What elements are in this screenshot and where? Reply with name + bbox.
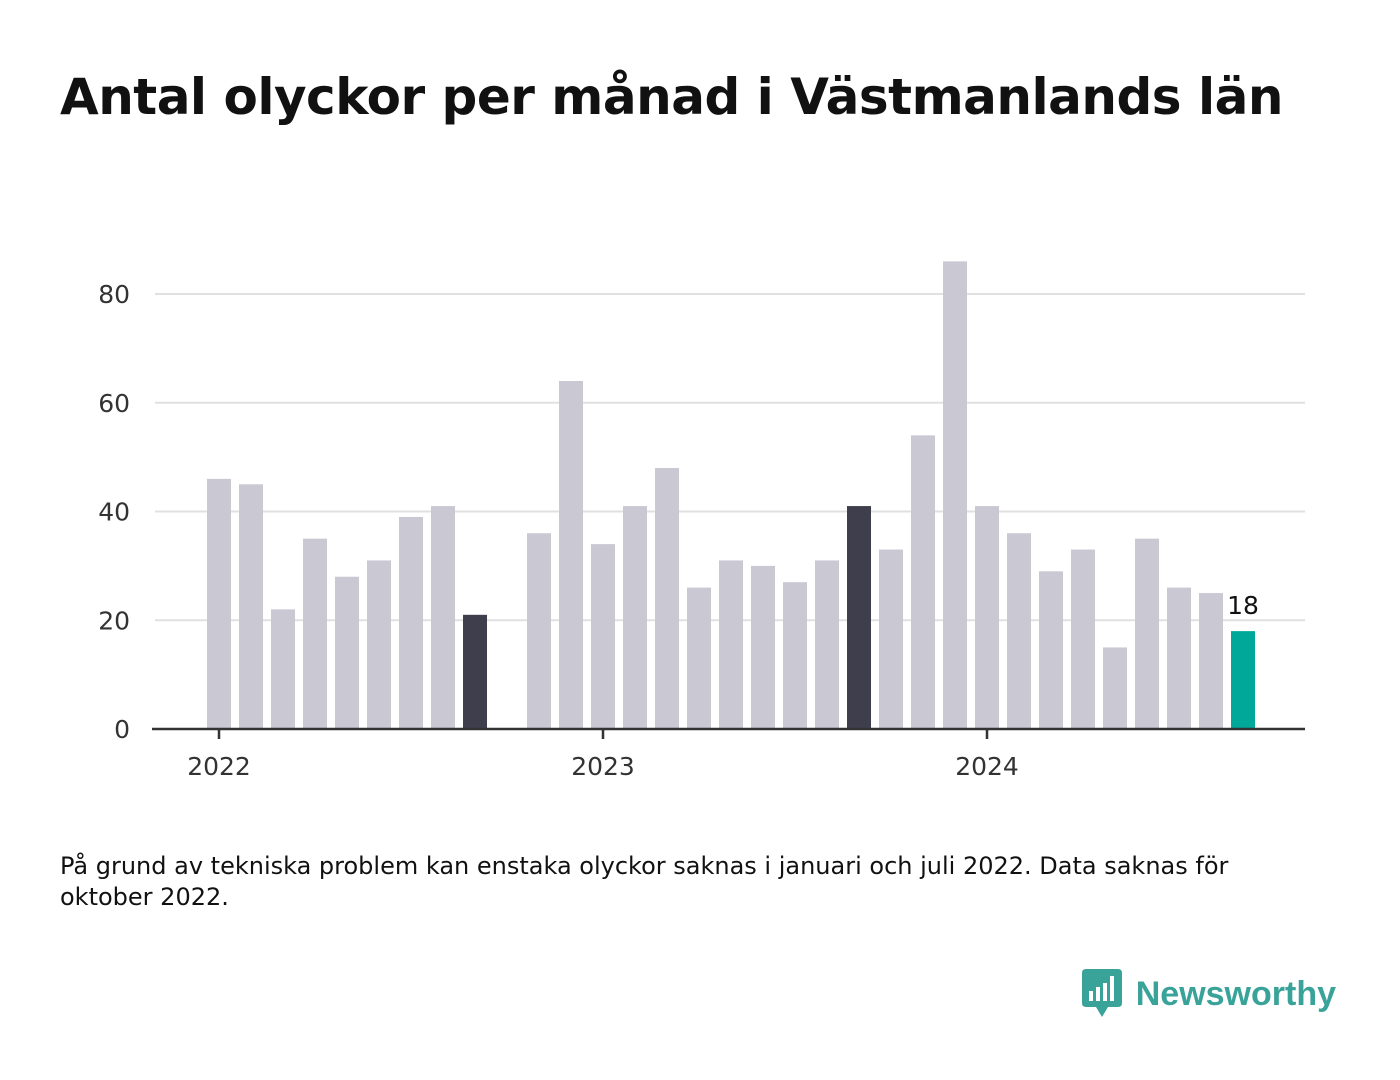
brand-logo[interactable]: Newsworthy bbox=[1081, 968, 1336, 1020]
y-tick-label: 20 bbox=[98, 606, 130, 635]
bar bbox=[271, 609, 295, 729]
footnote: På grund av tekniska problem kan enstaka… bbox=[60, 852, 1229, 911]
x-tick-label: 2023 bbox=[571, 752, 635, 781]
bar bbox=[687, 587, 711, 729]
bar bbox=[815, 560, 839, 729]
bar bbox=[879, 549, 903, 729]
labels: 0 20 40 60 80 2022 2023 2024 18 bbox=[98, 280, 1259, 781]
y-tick-label: 0 bbox=[114, 715, 130, 744]
bar bbox=[559, 381, 583, 729]
newsworthy-logo-icon bbox=[1081, 969, 1122, 1017]
bar bbox=[943, 261, 967, 729]
bar bbox=[623, 506, 647, 729]
bar bbox=[367, 560, 391, 729]
x-tick-label: 2022 bbox=[187, 752, 251, 781]
bar bbox=[207, 478, 231, 729]
bar bbox=[1231, 631, 1255, 729]
bar bbox=[783, 582, 807, 729]
bar bbox=[911, 435, 935, 729]
bar bbox=[1199, 593, 1223, 729]
bar bbox=[1103, 647, 1127, 729]
axes bbox=[152, 727, 1305, 739]
chart-title: Antal olyckor per månad i Västmanlands l… bbox=[60, 68, 1283, 126]
bar-chart: 0 20 40 60 80 2022 2023 2024 18 bbox=[98, 261, 1305, 781]
y-tick-label: 60 bbox=[98, 389, 130, 418]
bar bbox=[719, 560, 743, 729]
bar bbox=[1135, 538, 1159, 729]
brand-name: Newsworthy bbox=[1135, 974, 1336, 1013]
bar bbox=[975, 506, 999, 729]
bar bbox=[399, 516, 423, 729]
bar bbox=[1071, 549, 1095, 729]
bar bbox=[1007, 533, 1031, 729]
bar bbox=[527, 533, 551, 729]
bar bbox=[1039, 571, 1063, 729]
bar bbox=[1167, 587, 1191, 729]
x-tick-label: 2024 bbox=[955, 752, 1019, 781]
bar bbox=[751, 565, 775, 729]
bar bbox=[591, 544, 615, 729]
data-label: 18 bbox=[1227, 591, 1259, 620]
y-tick-label: 40 bbox=[98, 498, 130, 527]
bar bbox=[335, 576, 359, 729]
bar bbox=[463, 614, 487, 729]
bars bbox=[207, 261, 1255, 729]
bar bbox=[655, 468, 679, 729]
bar bbox=[239, 484, 263, 729]
bar bbox=[431, 506, 455, 729]
bar bbox=[303, 538, 327, 729]
bar bbox=[847, 506, 871, 729]
y-tick-label: 80 bbox=[98, 280, 130, 309]
